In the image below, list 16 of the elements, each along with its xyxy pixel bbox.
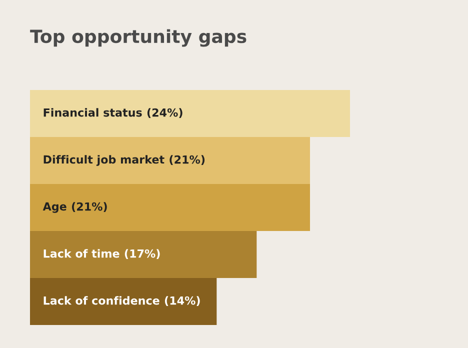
bar — [30, 90, 350, 137]
data-label: (21%) — [170, 155, 205, 166]
bar — [30, 184, 310, 231]
bar — [30, 278, 217, 325]
data-label: (14%) — [164, 296, 200, 306]
data-label: (17%) — [124, 249, 160, 260]
y-tick-label: Lack of time — [44, 249, 120, 258]
y-tick-label: Age — [42, 202, 66, 213]
bar — [30, 137, 310, 184]
y-tick-label: Financial status — [44, 108, 142, 117]
chart-title: Top opportunity gaps — [30, 29, 246, 47]
y-tick-label: Difficult job market — [44, 155, 164, 166]
bar — [30, 231, 257, 278]
data-label: (21%) — [72, 202, 107, 212]
data-label: (24%) — [147, 108, 182, 118]
y-tick-label: Lack of confidence — [44, 296, 160, 305]
